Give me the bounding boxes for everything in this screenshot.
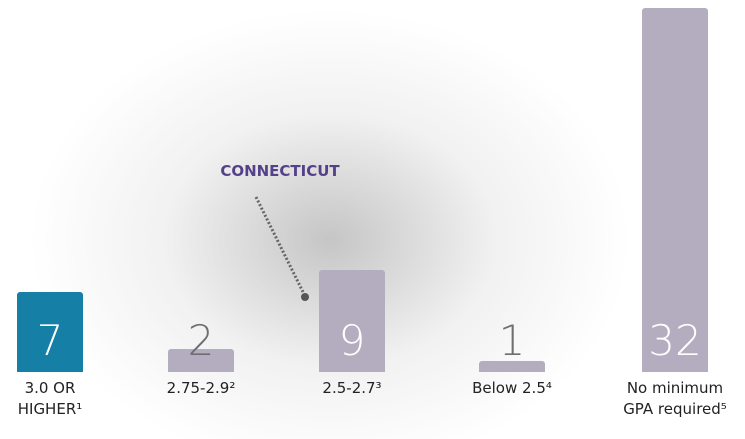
- category-label: Below 2.5⁴: [472, 379, 552, 397]
- value-label: 1: [498, 316, 526, 365]
- category-label: 2.5-2.7³: [322, 379, 382, 397]
- value-label: 32: [648, 316, 702, 365]
- value-label: 7: [36, 316, 64, 365]
- pointer-line: [254, 196, 306, 295]
- bar: [479, 360, 545, 372]
- pointer-dot: [301, 293, 309, 301]
- category-label: No minimum GPA required⁵: [623, 379, 727, 418]
- category-label: 3.0 OR HIGHER¹: [17, 379, 83, 418]
- bar: [642, 8, 708, 372]
- annotation: CONNECTICUT: [220, 162, 340, 180]
- bar: [168, 349, 234, 372]
- value-label: 9: [338, 316, 366, 365]
- bar: [17, 292, 83, 372]
- value-label: 2: [187, 316, 215, 365]
- category-label: 2.75-2.9²: [166, 379, 236, 397]
- bar: [319, 269, 385, 372]
